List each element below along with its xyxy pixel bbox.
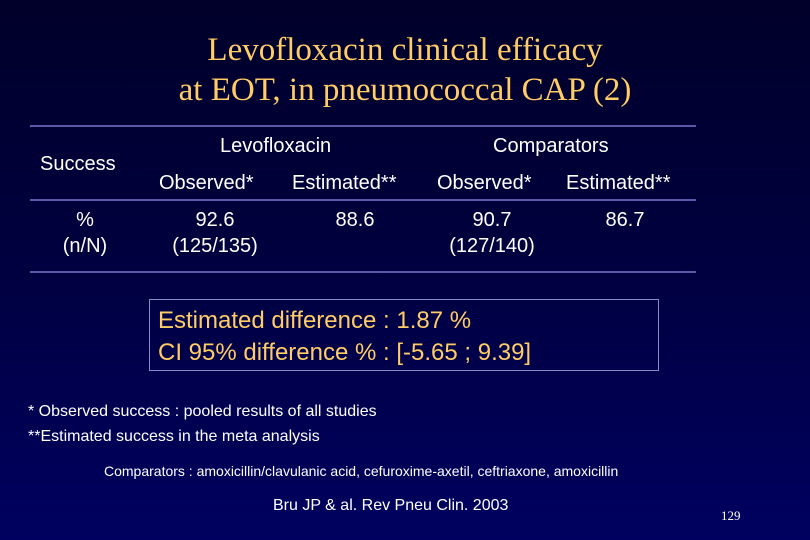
table-row-label-n: (n/N)	[62, 235, 108, 257]
comparators-note: Comparators : amoxicillin/clavulanic aci…	[104, 463, 619, 479]
table-row-label-percent: %	[76, 209, 94, 231]
estimated-difference-text: Estimated difference : 1.87 %	[158, 307, 472, 334]
table-cell-comp-observed-n: (127/140)	[449, 235, 535, 257]
reference-citation: Bru JP & al. Rev Pneu Clin. 2003	[273, 497, 509, 514]
table-group-levofloxacin: Levofloxacin	[220, 135, 332, 157]
table-subheader-levo-estimated: Estimated**	[292, 172, 397, 194]
slide-title-line-1: Levofloxacin clinical efficacy	[207, 32, 603, 68]
table-group-comparators: Comparators	[493, 135, 609, 157]
slide-title: Levofloxacin clinical efficacy at EOT, i…	[0, 30, 810, 110]
table-subheader-levo-observed: Observed*	[159, 172, 254, 194]
footnote-estimated: **Estimated success in the meta analysis	[28, 428, 320, 445]
table-cell-comp-observed: 90.7	[472, 209, 512, 231]
table-header-rule	[30, 199, 696, 201]
table-cell-comp-estimated: 86.7	[605, 209, 645, 231]
footnote-observed: * Observed success : pooled results of a…	[28, 403, 377, 420]
table-top-rule	[30, 125, 696, 127]
table-subheader-comp-observed: Observed*	[437, 172, 532, 194]
slide-title-line-2: at EOT, in pneumococcal CAP (2)	[178, 72, 632, 108]
table-cell-levo-estimated: 88.6	[335, 209, 375, 231]
table-row-header-success: Success	[40, 153, 116, 175]
page-number: 129	[721, 508, 741, 523]
table-bottom-rule	[30, 271, 696, 273]
table-cell-levo-observed-n: (125/135)	[172, 235, 258, 257]
table-cell-levo-observed: 92.6	[195, 209, 235, 231]
confidence-interval-text: CI 95% difference % : [-5.65 ; 9.39]	[158, 339, 532, 366]
estimated-difference-box: Estimated difference : 1.87 % CI 95% dif…	[149, 299, 659, 371]
table-subheader-comp-estimated: Estimated**	[566, 172, 671, 194]
